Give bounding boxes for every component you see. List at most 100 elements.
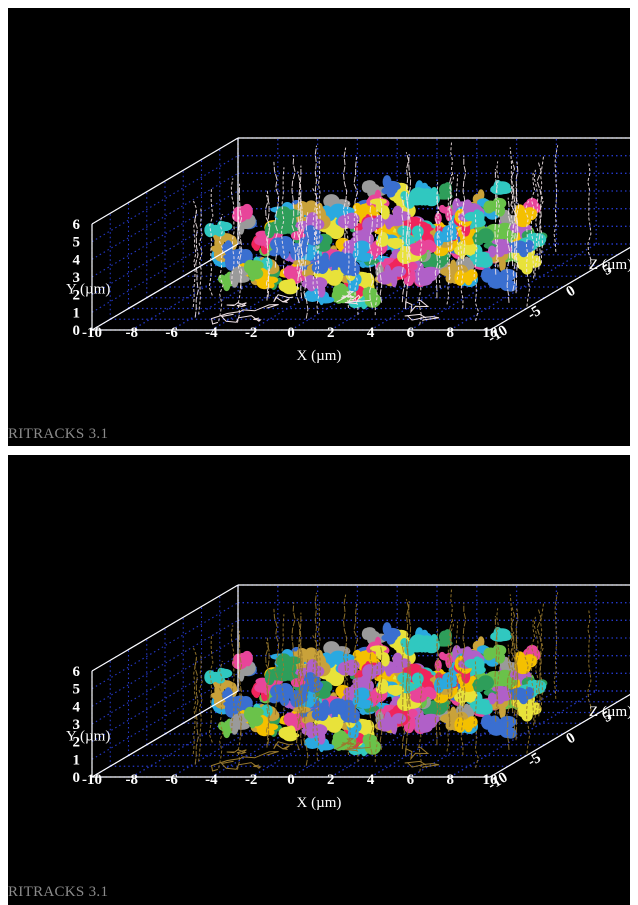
domain-point: [242, 658, 252, 666]
y-tick-label: 1: [73, 305, 81, 321]
track-line: [536, 162, 543, 270]
track-line: [342, 594, 348, 701]
domain-point: [230, 721, 239, 735]
track-line: [353, 156, 359, 264]
track-line: [218, 214, 224, 322]
domain-point: [428, 242, 437, 253]
x-tick-label: -2: [245, 772, 258, 788]
x-tick-label: 2: [327, 325, 335, 341]
x-tick-label: -6: [165, 772, 178, 788]
track-line: [435, 182, 442, 289]
grid-line: [211, 690, 358, 778]
domain-blob: [375, 231, 405, 250]
domain-point: [438, 254, 450, 265]
track-line: [514, 634, 519, 741]
domain-point: [333, 283, 348, 296]
x-tick-label: -6: [165, 325, 178, 341]
track-line: [506, 644, 512, 750]
grid-line: [370, 243, 517, 331]
track-line: [280, 614, 285, 721]
y-tick-label: 5: [73, 235, 81, 251]
delta-ray: [273, 741, 294, 750]
track-line: [291, 155, 296, 261]
domain-point: [306, 215, 314, 224]
watermark-top: RITRACKS 3.1: [8, 426, 109, 442]
domain-point: [390, 666, 404, 674]
track-line: [539, 156, 544, 264]
domain-blob: [514, 204, 538, 228]
domain-point: [316, 260, 334, 269]
track-line: [374, 656, 380, 763]
tracks: [192, 589, 592, 772]
delta-ray: [210, 751, 279, 772]
domain-point: [212, 226, 223, 233]
track-line: [514, 187, 519, 294]
track-line: [449, 589, 455, 696]
domain-blob: [337, 212, 360, 229]
tracks: [192, 142, 592, 325]
track-line: [368, 649, 374, 755]
box-frame: [91, 137, 630, 331]
delta-ray: [273, 294, 294, 303]
grid-line: [410, 243, 557, 331]
domain-point: [337, 698, 346, 714]
track-line: [524, 647, 531, 754]
track-line: [299, 192, 305, 299]
domain-point: [462, 646, 473, 662]
z-tick-label: -5: [525, 750, 544, 770]
domain-point: [220, 680, 234, 690]
delta-ray: [226, 748, 247, 755]
domain-point: [242, 211, 252, 219]
grid-line: [410, 690, 557, 778]
track-line: [314, 145, 318, 252]
grid-line: [91, 225, 239, 313]
y-tick-label: 2: [73, 288, 81, 304]
domain-point: [392, 652, 403, 667]
grid-line: [171, 690, 318, 778]
domain-point: [481, 271, 491, 282]
track-line: [303, 659, 310, 766]
track-line: [238, 630, 243, 737]
box-frame: [91, 584, 630, 778]
track-line: [405, 599, 410, 705]
domain-blob: [264, 665, 291, 686]
domain-point: [343, 661, 356, 675]
track-line: [530, 619, 536, 726]
domain-point: [362, 217, 378, 233]
track-line: [417, 665, 423, 772]
grid-line: [91, 637, 239, 725]
domain-point: [484, 200, 498, 212]
domain-blob: [480, 267, 505, 289]
domain-point: [303, 648, 315, 659]
track-line: [533, 616, 539, 723]
track-line: [587, 163, 592, 270]
track-line: [198, 208, 203, 315]
domain-blob: [362, 286, 381, 308]
domain-blob: [409, 686, 437, 703]
track-line: [379, 644, 383, 750]
domain-point: [478, 675, 493, 690]
grid-line: [91, 190, 239, 278]
domain-blob: [369, 645, 390, 667]
x-tick-label: 10: [483, 772, 498, 788]
domain-point: [359, 719, 371, 735]
track-line: [296, 618, 302, 725]
track-line: [473, 214, 479, 322]
track-line: [312, 188, 318, 295]
domain-blob: [472, 675, 498, 697]
box-edge: [91, 243, 239, 331]
domain-point: [470, 253, 484, 263]
domain-blob: [278, 278, 300, 295]
track-line: [194, 658, 199, 765]
domain-point: [406, 262, 418, 271]
grid-line: [211, 243, 358, 331]
domain-blob: [464, 656, 485, 672]
x-tick-label: 4: [367, 325, 375, 341]
domain-point: [282, 285, 298, 295]
domain-point: [484, 647, 498, 659]
domain-point: [481, 718, 491, 729]
track-line: [473, 661, 479, 769]
